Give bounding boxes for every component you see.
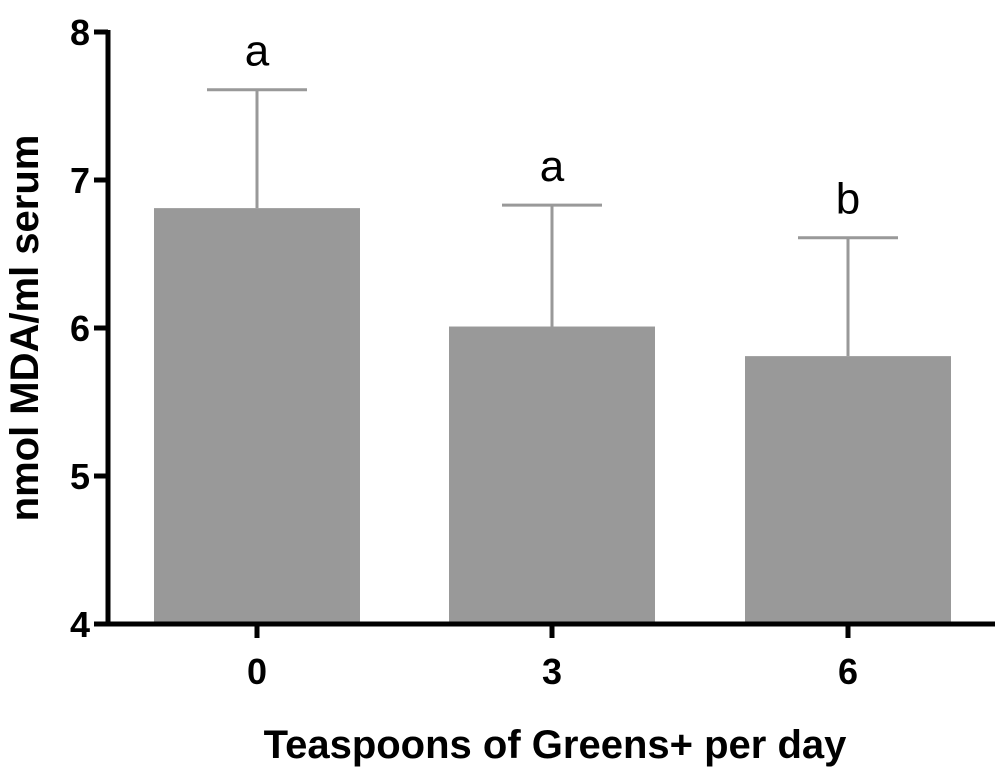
bars-layer [154,208,951,624]
x-ticks-layer: 0 3 6 [247,624,858,692]
y-tick-label-7: 7 [70,160,90,201]
significance-labels-layer: a a b [245,27,860,224]
significance-label-6: b [836,175,860,224]
x-tick-label-3: 3 [542,651,562,692]
y-tick-label-8: 8 [70,12,90,53]
x-tick-label-6: 6 [838,651,858,692]
bar-0 [154,208,360,624]
significance-label-3: a [540,142,565,191]
y-tick-label-4: 4 [70,604,90,645]
y-tick-label-5: 5 [70,456,90,497]
y-axis-title: nmol MDA/ml serum [3,135,47,522]
error-bars-layer [207,88,898,357]
x-axis-title: Teaspoons of Greens+ per day [264,723,848,767]
bar-3 [449,326,655,624]
x-tick-label-0: 0 [247,651,267,692]
y-tick-label-6: 6 [70,308,90,349]
y-ticks-layer: 4 5 6 7 8 [70,12,108,645]
significance-label-0: a [245,27,270,76]
bar-6 [745,356,951,624]
